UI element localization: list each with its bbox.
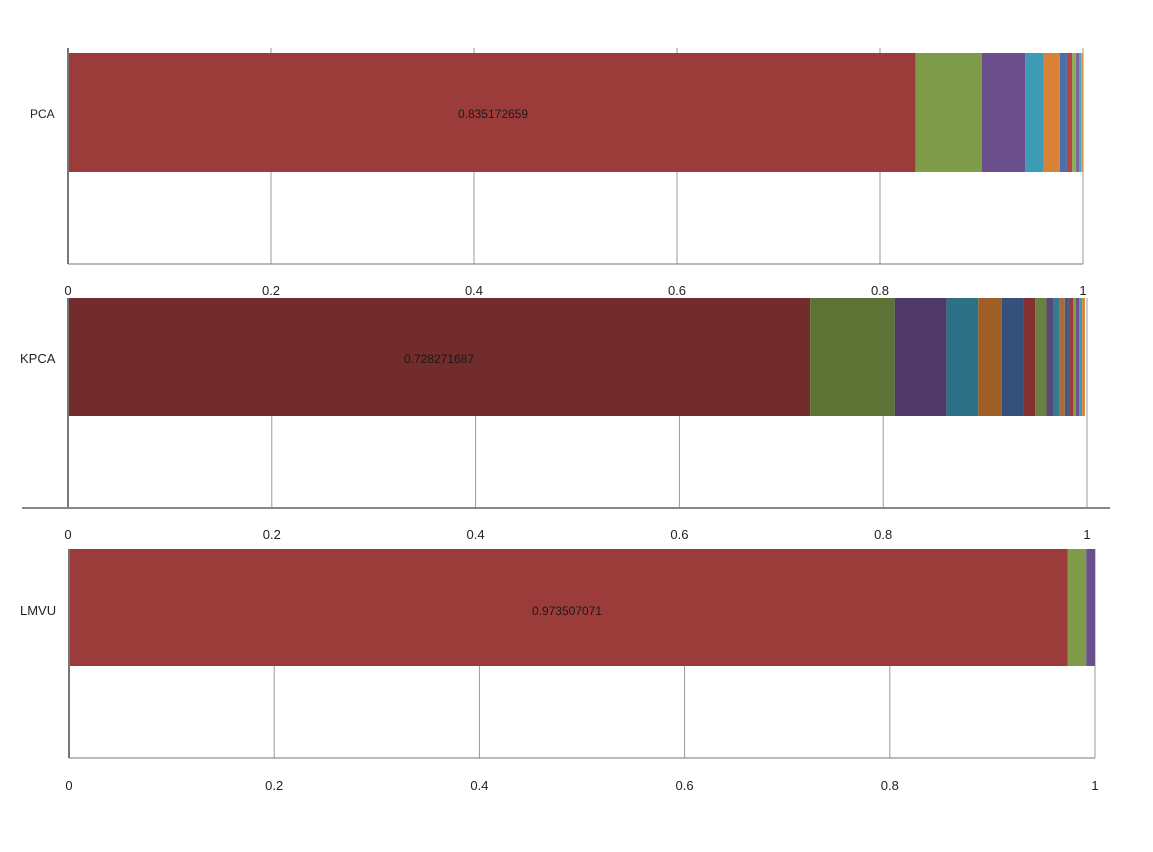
kpca-bar-segment-14 [1076,298,1080,416]
kpca-x-tick-label-2: 0.4 [467,527,485,542]
pca-bar-segment-7 [1072,53,1077,172]
kpca-bar-segment-5 [1001,298,1024,416]
pca-bar-segments [68,53,1083,172]
pca-x-tick-label-1: 0.2 [262,283,280,298]
pca-chart-panel: 0 0.2 0.4 0.6 0.8 1 PCA 0.835172659 [30,48,1087,298]
pca-bar-segment-3 [1025,53,1044,172]
lmvu-category-label: LMVU [20,603,56,618]
kpca-bar-segment-16 [1082,298,1085,416]
pca-value-label: 0.835172659 [458,107,528,121]
pca-x-tick-label-4: 0.8 [871,283,889,298]
lmvu-x-tick-label-3: 0.6 [676,778,694,793]
kpca-bar-segment-1 [810,298,895,416]
pca-bar-segment-8 [1076,53,1080,172]
lmvu-x-tick-labels: 0 0.2 0.4 0.6 0.8 1 [65,778,1098,793]
lmvu-value-label: 0.973507071 [532,604,602,618]
kpca-bar-segment-8 [1046,298,1054,416]
kpca-x-tick-label-3: 0.6 [670,527,688,542]
kpca-x-tick-label-0: 0 [64,527,71,542]
kpca-x-tick-label-5: 1 [1083,527,1090,542]
pca-x-tick-label-3: 0.6 [668,283,686,298]
kpca-bar-segment-11 [1064,298,1069,416]
pca-bar-segment-0 [68,53,916,172]
kpca-category-label: KPCA [20,351,56,366]
kpca-bar-segment-10 [1059,298,1065,416]
kpca-bar-segments [68,298,1085,416]
lmvu-x-tick-label-1: 0.2 [265,778,283,793]
lmvu-x-tick-label-4: 0.8 [881,778,899,793]
kpca-bar-segment-4 [978,298,1002,416]
kpca-bar-segment-2 [894,298,947,416]
pca-x-tick-label-0: 0 [64,283,71,298]
kpca-x-tick-labels: 0 0.2 0.4 0.6 0.8 1 [64,527,1090,542]
kpca-x-tick-label-1: 0.2 [263,527,281,542]
lmvu-bar-segment-2 [1086,549,1096,666]
pca-x-tick-label-5: 1 [1079,283,1086,298]
pca-bar-segment-10 [1081,53,1083,172]
pca-bar-segment-5 [1059,53,1067,172]
pca-x-tick-labels: 0 0.2 0.4 0.6 0.8 1 [64,283,1086,298]
lmvu-chart-panel: 0 0.2 0.4 0.6 0.8 1 LMVU 0.973507071 [20,549,1099,793]
kpca-value-label: 0.728271687 [404,352,474,366]
lmvu-x-tick-label-5: 1 [1091,778,1098,793]
pca-bar-segment-4 [1043,53,1060,172]
kpca-bar-segment-15 [1079,298,1083,416]
pca-x-tick-label-2: 0.4 [465,283,483,298]
kpca-bar-segment-6 [1023,298,1036,416]
pca-bar-segment-2 [981,53,1026,172]
pca-bar-segment-9 [1079,53,1082,172]
kpca-x-tick-label-4: 0.8 [874,527,892,542]
lmvu-bar-segment-1 [1067,549,1087,666]
lmvu-x-tick-label-2: 0.4 [470,778,488,793]
lmvu-x-tick-label-0: 0 [65,778,72,793]
kpca-bar-segment-3 [946,298,979,416]
kpca-bar-segment-9 [1053,298,1060,416]
pca-category-label: PCA [30,107,55,121]
pca-bar-segment-6 [1066,53,1073,172]
kpca-bar-segment-12 [1068,298,1074,416]
kpca-bar-segment-7 [1035,298,1047,416]
kpca-bar-segment-0 [68,298,811,416]
kpca-bar-segment-13 [1073,298,1077,416]
pca-bar-segment-1 [915,53,982,172]
lmvu-bar-segments [69,549,1096,666]
kpca-chart-panel: 0 0.2 0.4 0.6 0.8 1 KPCA 0.728271687 [20,298,1091,542]
lmvu-bar-segment-0 [69,549,1068,666]
